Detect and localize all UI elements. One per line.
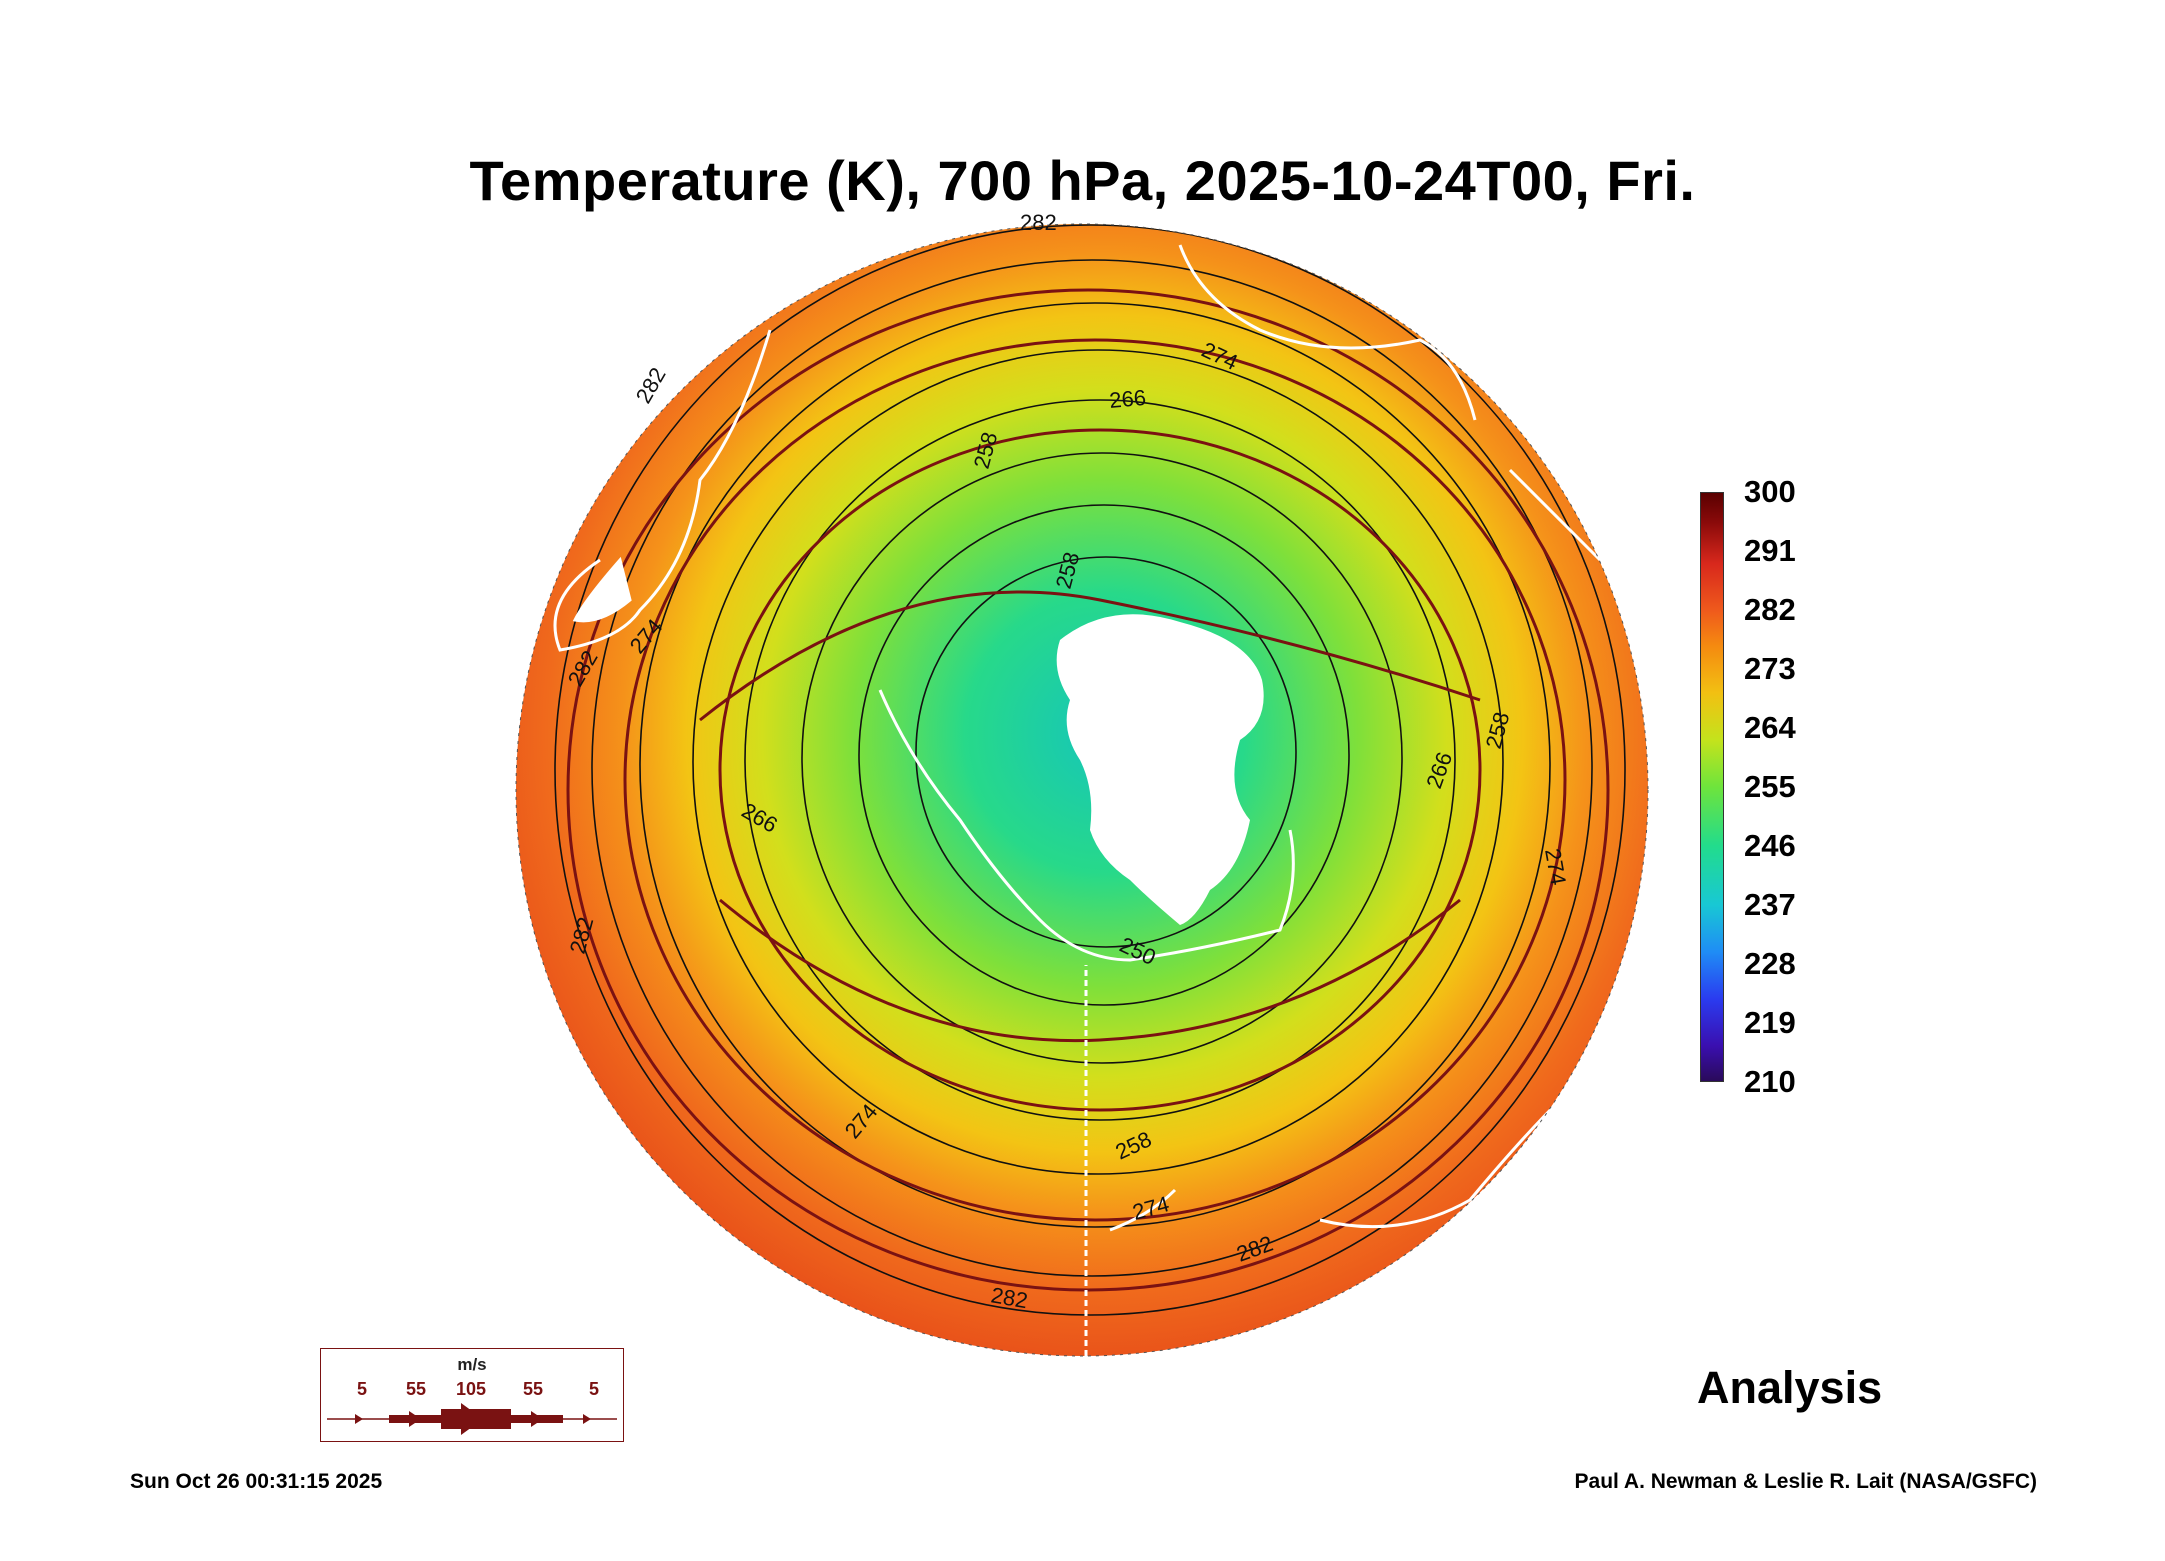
legend-value: 105 <box>456 1379 487 1399</box>
timestamp: Sun Oct 26 00:31:15 2025 <box>130 1470 383 1493</box>
colorbar-label: 291 <box>1744 533 1796 568</box>
contour-label: 282 <box>631 363 671 407</box>
colorbar-label: 237 <box>1744 887 1796 922</box>
colorbar-label: 300 <box>1744 474 1796 509</box>
coastlines <box>553 244 1602 1232</box>
legend-value: 55 <box>406 1379 427 1399</box>
isotherm-contours <box>554 224 1626 1316</box>
product-label: Analysis <box>1697 1362 1883 1413</box>
colorbar-label: 246 <box>1744 828 1796 863</box>
colorbar-label: 228 <box>1744 946 1796 981</box>
globe-outline <box>515 223 1649 1357</box>
map-title: Temperature (K), 700 hPa, 2025-10-24T00,… <box>469 149 1696 212</box>
legend-value: 55 <box>523 1379 544 1399</box>
colorbar-label: 273 <box>1744 651 1796 686</box>
legend-arrow-scale <box>327 1403 617 1435</box>
wind-streamlines <box>566 288 1610 1292</box>
legend-unit: m/s <box>457 1355 487 1374</box>
colorbar-label: 255 <box>1744 769 1796 804</box>
colorbar-label: 219 <box>1744 1005 1796 1040</box>
legend-value: 5 <box>589 1379 600 1399</box>
contour-label: 282 <box>1020 210 1057 235</box>
legend-value: 5 <box>357 1379 368 1399</box>
contour-label: 266 <box>1108 385 1147 413</box>
temperature-colorbar <box>1700 492 1724 1082</box>
credit: Paul A. Newman & Leslie R. Lait (NASA/GS… <box>1574 1470 2037 1493</box>
wind-speed-legend: m/s 5 55 105 55 5 <box>320 1348 624 1442</box>
antarctic-blank <box>1056 614 1264 925</box>
colorbar-label: 264 <box>1744 710 1796 745</box>
colorbar-label: 210 <box>1744 1064 1796 1099</box>
temperature-field <box>516 224 1648 1356</box>
colorbar-label: 282 <box>1744 592 1796 627</box>
